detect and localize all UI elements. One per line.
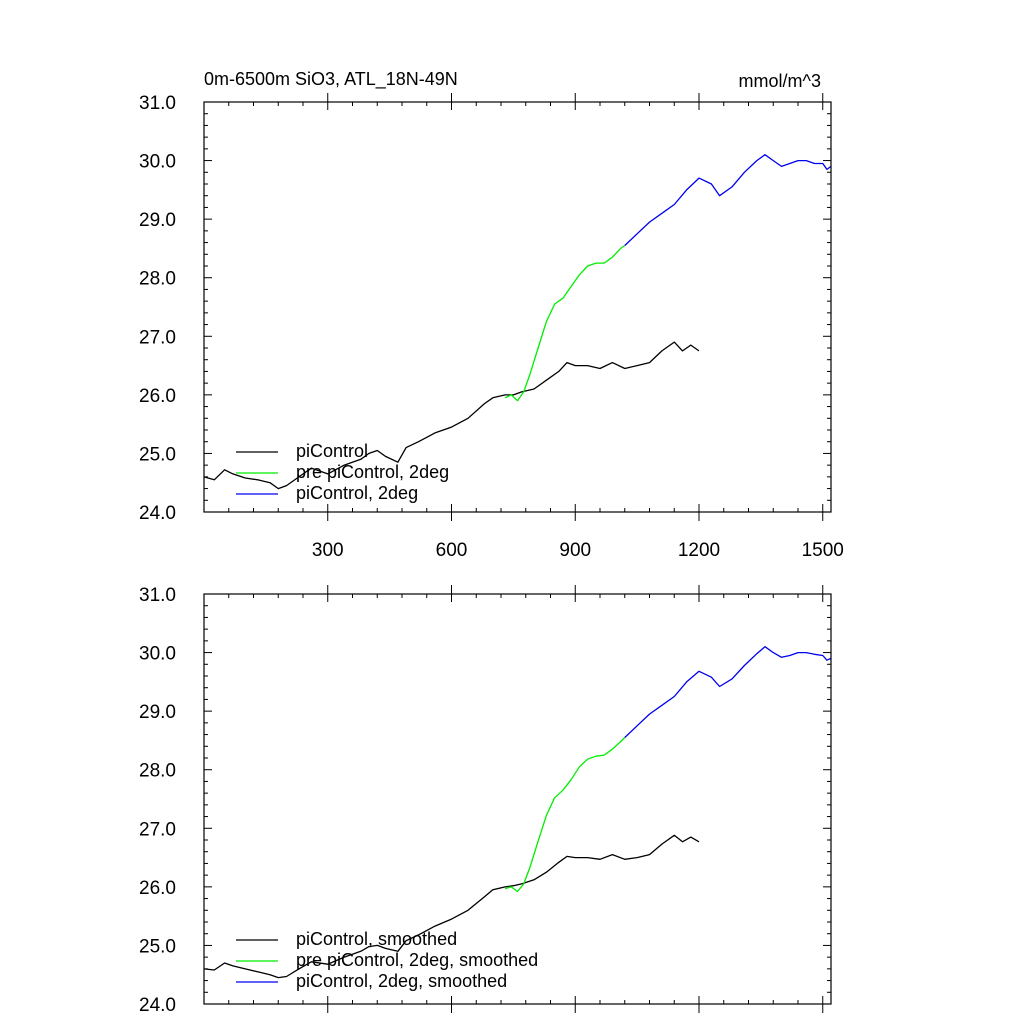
- series-line-3: [624, 646, 832, 738]
- legend-label: pre piControl, 2deg, smoothed: [296, 950, 538, 970]
- x-tick-label: 600: [436, 540, 468, 561]
- y-tick-label: 28.0: [139, 269, 176, 290]
- y-tick-label: 30.0: [139, 152, 176, 173]
- y-tick-label: 24.0: [139, 503, 176, 524]
- y-tick-label: 29.0: [139, 210, 176, 231]
- y-tick-label: 31.0: [139, 93, 176, 114]
- legend-label: piControl, 2deg, smoothed: [296, 971, 507, 991]
- y-tick-label: 29.0: [139, 702, 176, 723]
- y-tick-label: 28.0: [139, 761, 176, 782]
- x-tick-label: 1500: [802, 540, 844, 561]
- legend-label: piControl: [296, 441, 368, 461]
- series-line-2: [504, 244, 626, 402]
- units-label: mmol/m^3: [739, 71, 821, 91]
- plot-frame: [203, 593, 832, 1005]
- y-tick-label: 30.0: [139, 644, 176, 665]
- chart-panel-1: 24.0 25.0 26.0 27.0 28.0 29.0 30.0 31.0 300 600 90…: [139, 69, 844, 561]
- y-tick-label: 26.0: [139, 878, 176, 899]
- x-tick-label: 900: [559, 540, 591, 561]
- y-tick-label: 27.0: [139, 327, 176, 348]
- y-tick-label: 25.0: [139, 936, 176, 957]
- x-tick-label: 1200: [678, 540, 720, 561]
- chart-title: 0m-6500m SiO3, ATL_18N-49N: [204, 69, 458, 90]
- legend-label: piControl, 2deg: [296, 483, 418, 503]
- series-line-1: [203, 341, 700, 490]
- series-line-3: [624, 154, 832, 246]
- legend-label: piControl, smoothed: [296, 929, 457, 949]
- series-line-2: [504, 737, 626, 893]
- y-tick-label: 26.0: [139, 386, 176, 407]
- plot-frame: [203, 101, 832, 513]
- legend-label: pre piControl, 2deg: [296, 462, 449, 482]
- y-tick-label: 31.0: [139, 585, 176, 606]
- series-line-1: [203, 834, 700, 979]
- chart-panel-2: 24.0 25.0 26.0 27.0 28.0 29.0 30.0 31.0 piContro…: [139, 585, 832, 1016]
- y-tick-label: 25.0: [139, 444, 176, 465]
- y-tick-label: 24.0: [139, 995, 176, 1016]
- y-tick-label: 27.0: [139, 819, 176, 840]
- x-tick-label: 300: [312, 540, 344, 561]
